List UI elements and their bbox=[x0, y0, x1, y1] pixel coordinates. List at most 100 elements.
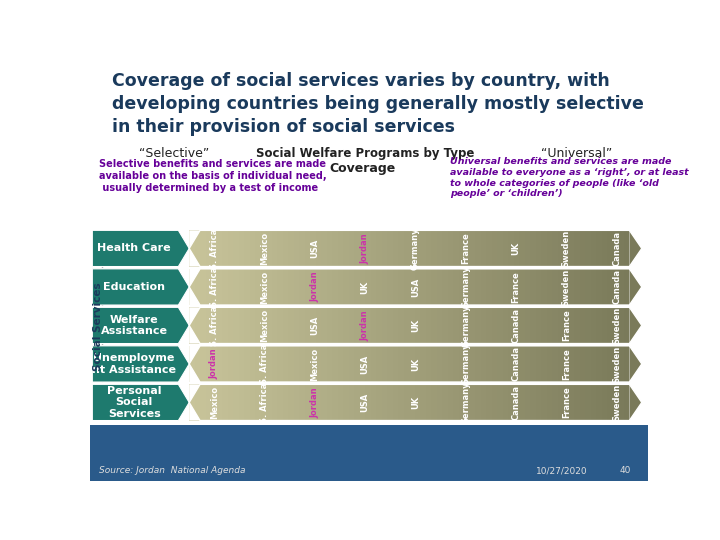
Polygon shape bbox=[294, 307, 300, 343]
Polygon shape bbox=[431, 346, 437, 382]
Polygon shape bbox=[613, 346, 618, 382]
Polygon shape bbox=[200, 307, 206, 343]
Text: USA: USA bbox=[361, 354, 369, 374]
Polygon shape bbox=[508, 346, 514, 382]
Polygon shape bbox=[591, 269, 596, 305]
Polygon shape bbox=[387, 307, 393, 343]
Text: Jordan: Jordan bbox=[361, 233, 369, 264]
Polygon shape bbox=[492, 307, 498, 343]
Polygon shape bbox=[608, 231, 613, 267]
Text: Sweden: Sweden bbox=[612, 307, 621, 344]
Polygon shape bbox=[327, 346, 332, 382]
Polygon shape bbox=[382, 307, 387, 343]
Polygon shape bbox=[618, 269, 624, 305]
Text: Social Welfare Programs by Type: Social Welfare Programs by Type bbox=[256, 147, 474, 160]
Polygon shape bbox=[558, 269, 563, 305]
Polygon shape bbox=[398, 269, 404, 305]
Polygon shape bbox=[244, 307, 250, 343]
Polygon shape bbox=[475, 231, 481, 267]
Polygon shape bbox=[371, 346, 377, 382]
Polygon shape bbox=[250, 269, 255, 305]
Text: 40: 40 bbox=[620, 466, 631, 475]
Polygon shape bbox=[580, 269, 585, 305]
Text: Sweden: Sweden bbox=[562, 230, 571, 267]
Polygon shape bbox=[519, 384, 525, 421]
Polygon shape bbox=[547, 384, 552, 421]
Polygon shape bbox=[382, 384, 387, 421]
Polygon shape bbox=[194, 307, 200, 343]
Polygon shape bbox=[343, 307, 348, 343]
Polygon shape bbox=[486, 231, 492, 267]
Polygon shape bbox=[217, 307, 222, 343]
Text: Sweden: Sweden bbox=[612, 345, 621, 382]
Polygon shape bbox=[377, 307, 382, 343]
Polygon shape bbox=[255, 307, 261, 343]
Polygon shape bbox=[519, 307, 525, 343]
Text: Personal
Social
Services: Personal Social Services bbox=[107, 386, 161, 418]
Polygon shape bbox=[360, 384, 365, 421]
Polygon shape bbox=[481, 269, 486, 305]
Polygon shape bbox=[464, 231, 470, 267]
Polygon shape bbox=[492, 269, 498, 305]
Polygon shape bbox=[310, 307, 316, 343]
Polygon shape bbox=[244, 346, 250, 382]
Polygon shape bbox=[360, 307, 365, 343]
Polygon shape bbox=[288, 307, 294, 343]
Text: S. Africa: S. Africa bbox=[210, 305, 219, 346]
Polygon shape bbox=[354, 231, 360, 267]
Text: USA: USA bbox=[361, 393, 369, 412]
Polygon shape bbox=[613, 231, 618, 267]
Polygon shape bbox=[300, 384, 305, 421]
Polygon shape bbox=[233, 384, 239, 421]
Polygon shape bbox=[536, 307, 541, 343]
Polygon shape bbox=[596, 307, 602, 343]
Polygon shape bbox=[261, 307, 266, 343]
Polygon shape bbox=[420, 231, 426, 267]
Text: S. Africa: S. Africa bbox=[210, 228, 219, 268]
Polygon shape bbox=[283, 346, 288, 382]
Text: UK: UK bbox=[512, 242, 521, 255]
Polygon shape bbox=[536, 269, 541, 305]
Polygon shape bbox=[189, 307, 200, 326]
Polygon shape bbox=[316, 384, 321, 421]
Text: USA: USA bbox=[310, 239, 320, 258]
Polygon shape bbox=[470, 307, 475, 343]
Polygon shape bbox=[547, 346, 552, 382]
Polygon shape bbox=[321, 307, 327, 343]
Polygon shape bbox=[211, 346, 217, 382]
Polygon shape bbox=[222, 307, 228, 343]
Polygon shape bbox=[189, 269, 200, 287]
Text: Germany: Germany bbox=[462, 266, 470, 308]
Text: USA: USA bbox=[310, 316, 320, 335]
Polygon shape bbox=[348, 307, 354, 343]
Polygon shape bbox=[393, 384, 398, 421]
Polygon shape bbox=[536, 231, 541, 267]
Polygon shape bbox=[310, 346, 316, 382]
Text: 10/27/2020: 10/27/2020 bbox=[536, 466, 588, 475]
Text: France: France bbox=[562, 387, 571, 418]
Polygon shape bbox=[92, 307, 189, 343]
Polygon shape bbox=[585, 307, 591, 343]
Text: Social Services: Social Services bbox=[93, 282, 103, 371]
Polygon shape bbox=[464, 384, 470, 421]
Polygon shape bbox=[409, 307, 415, 343]
Text: France: France bbox=[462, 233, 470, 264]
Polygon shape bbox=[244, 269, 250, 305]
Polygon shape bbox=[448, 384, 454, 421]
Polygon shape bbox=[360, 269, 365, 305]
Polygon shape bbox=[343, 231, 348, 267]
Polygon shape bbox=[233, 307, 239, 343]
Polygon shape bbox=[624, 231, 629, 267]
Polygon shape bbox=[442, 346, 448, 382]
Polygon shape bbox=[387, 269, 393, 305]
Polygon shape bbox=[492, 346, 498, 382]
Polygon shape bbox=[321, 384, 327, 421]
Polygon shape bbox=[206, 346, 211, 382]
Polygon shape bbox=[547, 307, 552, 343]
Polygon shape bbox=[591, 384, 596, 421]
Text: Universal benefits and services are made
available to everyone as a ‘right’, or : Universal benefits and services are made… bbox=[451, 157, 689, 199]
Polygon shape bbox=[558, 346, 563, 382]
Polygon shape bbox=[222, 384, 228, 421]
Polygon shape bbox=[387, 346, 393, 382]
Polygon shape bbox=[348, 231, 354, 267]
